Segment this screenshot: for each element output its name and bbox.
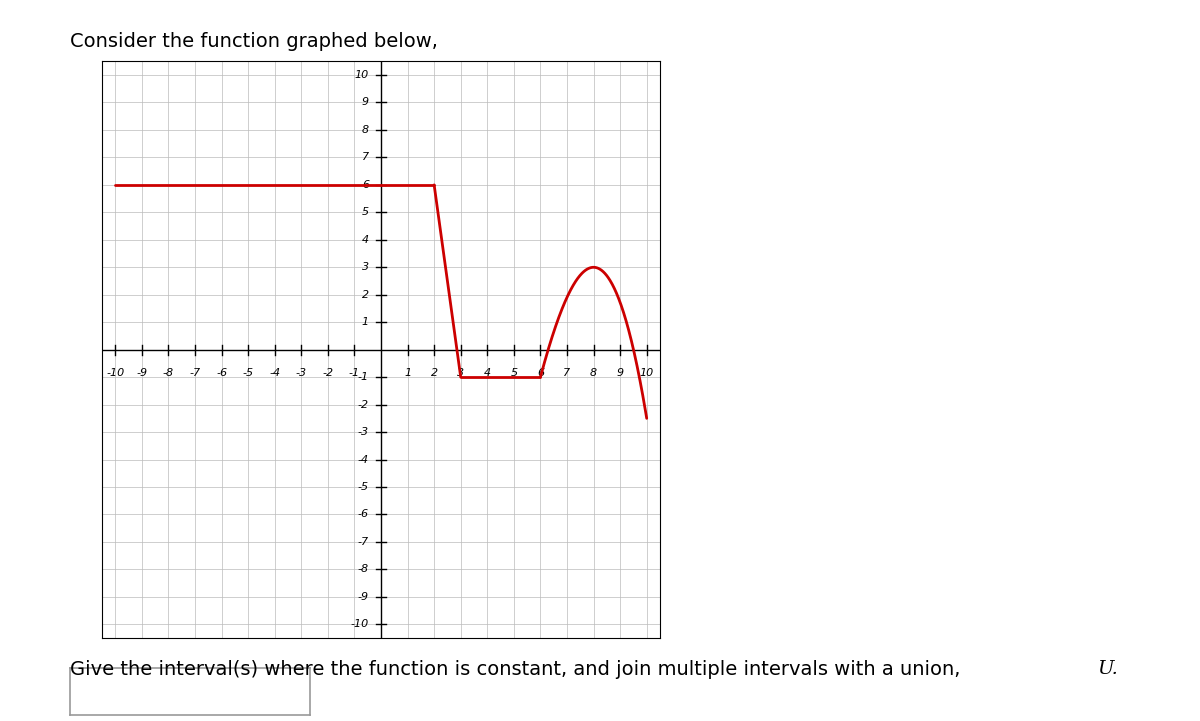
- Text: -9: -9: [358, 592, 370, 602]
- Text: -7: -7: [190, 368, 200, 378]
- Text: Consider the function graphed below,: Consider the function graphed below,: [70, 32, 438, 51]
- Text: -5: -5: [358, 482, 370, 492]
- Text: 8: 8: [590, 368, 598, 378]
- Text: -6: -6: [216, 368, 227, 378]
- Text: -1: -1: [349, 368, 360, 378]
- Text: -10: -10: [106, 368, 125, 378]
- Text: -8: -8: [358, 565, 370, 575]
- Text: 2: 2: [431, 368, 438, 378]
- Text: -9: -9: [137, 368, 148, 378]
- Text: -7: -7: [358, 537, 370, 547]
- Text: 4: 4: [484, 368, 491, 378]
- Text: -10: -10: [350, 619, 370, 629]
- Text: -5: -5: [242, 368, 253, 378]
- Text: 5: 5: [510, 368, 517, 378]
- Text: Give the interval(s) where the function is constant, and join multiple intervals: Give the interval(s) where the function …: [70, 660, 966, 678]
- Text: 9: 9: [617, 368, 624, 378]
- Text: 10: 10: [355, 70, 370, 80]
- Text: 10: 10: [640, 368, 654, 378]
- Text: 9: 9: [362, 97, 370, 107]
- Text: 1: 1: [404, 368, 412, 378]
- Text: -4: -4: [358, 454, 370, 464]
- Text: -6: -6: [358, 510, 370, 520]
- Text: 6: 6: [536, 368, 544, 378]
- Text: 5: 5: [362, 208, 370, 217]
- Text: -2: -2: [323, 368, 334, 378]
- Text: -3: -3: [295, 368, 307, 378]
- Text: U.: U.: [1097, 660, 1117, 678]
- Text: -8: -8: [163, 368, 174, 378]
- Text: 3: 3: [457, 368, 464, 378]
- Text: 7: 7: [362, 152, 370, 162]
- Text: -2: -2: [358, 399, 370, 410]
- Text: -1: -1: [358, 372, 370, 382]
- Text: 7: 7: [564, 368, 570, 378]
- Text: -3: -3: [358, 427, 370, 437]
- Text: 3: 3: [362, 262, 370, 273]
- Text: -4: -4: [269, 368, 281, 378]
- Text: 4: 4: [362, 235, 370, 245]
- Text: 6: 6: [362, 180, 370, 190]
- Text: 8: 8: [362, 125, 370, 135]
- Text: 1: 1: [362, 317, 370, 327]
- Text: 2: 2: [362, 290, 370, 300]
